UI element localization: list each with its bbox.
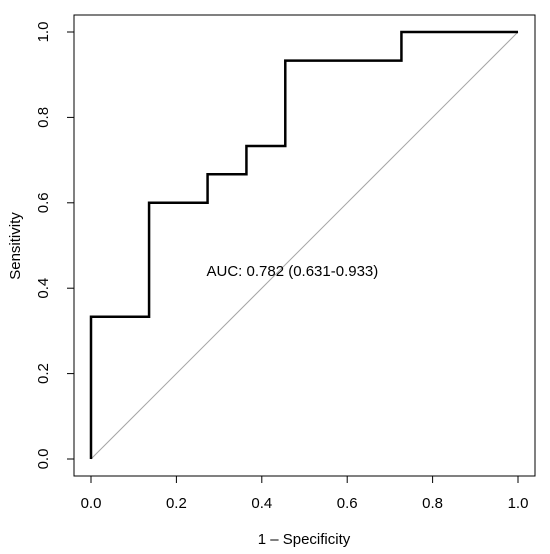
y-axis-title: Sensitivity [7,212,24,280]
roc-curve-line-0 [89,30,518,459]
x-tick-label: 0.8 [422,495,443,512]
y-axis: 0.0 0.2 0.4 0.6 0.8 1.0 [35,22,75,470]
reference-diagonal-line [90,31,519,460]
y-tick-label: 0.2 [35,363,52,384]
y-tick-label: 0.6 [35,192,52,213]
x-tick-label: 0.0 [81,495,102,512]
y-tick-label: 1.0 [35,22,52,43]
y-tick-label: 0.0 [35,449,52,470]
x-tick-label: 0.2 [166,495,187,512]
x-tick-label: 1.0 [508,495,529,512]
y-tick-label: 0.4 [35,278,52,299]
x-tick-label: 0.4 [251,495,272,512]
series-layer [89,30,518,459]
x-axis-title: 1 – Specificity [258,531,351,548]
reference-layer [90,31,519,460]
y-tick-label: 0.8 [35,107,52,128]
x-tick-label: 0.6 [337,495,358,512]
x-axis: 0.0 0.2 0.4 0.6 0.8 1.0 [81,475,529,512]
auc-annotation: AUC: 0.782 (0.631-0.933) [207,263,379,280]
